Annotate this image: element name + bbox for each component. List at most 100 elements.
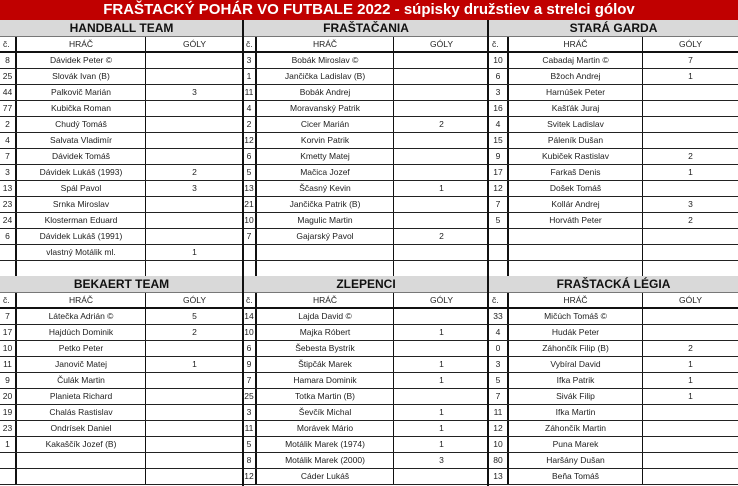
table-row: 11 Ifka Martin	[489, 405, 738, 421]
column-header-row: č. HRÁČ GÓLY	[489, 293, 738, 309]
player-name: Gajarský Pavol	[257, 229, 394, 244]
player-goals: 1	[439, 359, 444, 369]
player-number: 33	[489, 309, 509, 324]
player-number: 6	[243, 341, 257, 356]
player-number	[243, 245, 257, 260]
column-header-row: č. HRÁČ GÓLY	[243, 37, 489, 53]
player-name	[257, 261, 394, 276]
table-row: 11 Bobák Andrej	[243, 85, 489, 101]
player-goals: 1	[688, 391, 693, 401]
table-row: 3 Vybíral David 1	[489, 357, 738, 373]
player-goals	[643, 437, 738, 452]
header-player-number: č.	[0, 37, 17, 51]
player-name	[17, 261, 146, 276]
player-goals	[394, 197, 489, 212]
player-goals	[394, 149, 489, 164]
table-row: 17 Farkaš Denis 1	[489, 165, 738, 181]
player-number: 0	[489, 341, 509, 356]
player-goals: 1	[688, 359, 693, 369]
player-name: Svitek Ladislav	[509, 117, 643, 132]
player-goals: 1	[688, 167, 693, 177]
player-name: Jančička Patrik (B)	[257, 197, 394, 212]
player-goals	[643, 261, 738, 276]
player-number: 12	[489, 181, 509, 196]
header-player-name: HRÁČ	[509, 37, 643, 51]
player-goals: 2	[439, 119, 444, 129]
player-number: 23	[0, 197, 17, 212]
player-number: 14	[243, 309, 257, 324]
player-goals	[146, 453, 243, 468]
section-divider	[487, 20, 489, 486]
player-name: Cicer Marián	[257, 117, 394, 132]
player-goals	[146, 261, 243, 276]
table-row: 8 Motálik Marek (2000) 3	[243, 453, 489, 469]
table-row: 7 Dávidek Tomáš	[0, 149, 243, 165]
table-row: 11 Morávek Mário 1	[243, 421, 489, 437]
player-goals	[643, 469, 738, 484]
player-number: 11	[243, 421, 257, 436]
player-number: 4	[489, 117, 509, 132]
player-goals	[643, 325, 738, 340]
player-goals	[146, 213, 243, 228]
player-name: Farkaš Denis	[509, 165, 643, 180]
player-number: 9	[489, 149, 509, 164]
player-name: Beňa Tomáš	[509, 469, 643, 484]
player-name: Hamara Dominik	[257, 373, 394, 388]
table-row: 3 Bobák Miroslav ©	[243, 53, 489, 69]
player-goals: 1	[192, 247, 197, 257]
player-name	[509, 245, 643, 260]
player-goals	[146, 421, 243, 436]
player-goals	[643, 245, 738, 260]
player-name: Slovák Ivan (B)	[17, 69, 146, 84]
table-row: 1 Jančička Ladislav (B)	[243, 69, 489, 85]
table-row: 24 Klosterman Eduard	[0, 213, 243, 229]
player-number: 2	[243, 117, 257, 132]
player-name: Planieta Richard	[17, 389, 146, 404]
player-name: Harnúšek Peter	[509, 85, 643, 100]
player-goals	[643, 453, 738, 468]
player-number: 7	[243, 373, 257, 388]
player-goals	[146, 341, 243, 356]
page-title: FRAŠTACKÝ POHÁR VO FUTBALE 2022 - súpisk…	[0, 0, 738, 20]
player-number	[489, 229, 509, 244]
player-name: Došek Tomáš	[509, 181, 643, 196]
player-name: Ščasný Kevin	[257, 181, 394, 196]
header-player-goals: GÓLY	[183, 39, 206, 49]
player-number	[489, 245, 509, 260]
player-number	[0, 453, 17, 468]
table-row: 9 Čulák Martin	[0, 373, 243, 389]
player-number: 5	[243, 437, 257, 452]
player-goals: 3	[688, 199, 693, 209]
table-row: 25 Totka Martin (B)	[243, 389, 489, 405]
player-name: Ondrísek Daniel	[17, 421, 146, 436]
player-name: Záhončík Martin	[509, 421, 643, 436]
table-row: 25 Slovák Ivan (B)	[0, 69, 243, 85]
header-player-goals: GÓLY	[183, 295, 206, 305]
table-row: 20 Planieta Richard	[0, 389, 243, 405]
table-row: 15 Páleník Dušan	[489, 133, 738, 149]
player-name: Puna Marek	[509, 437, 643, 452]
player-number: 7	[489, 389, 509, 404]
player-number: 8	[0, 53, 17, 68]
player-number: 7	[0, 309, 17, 324]
player-name: vlastný Motálik ml.	[17, 245, 146, 260]
player-number: 5	[243, 165, 257, 180]
player-name: Palkovič Marián	[17, 85, 146, 100]
header-player-number: č.	[243, 293, 257, 307]
table-row: 4 Svitek Ladislav	[489, 117, 738, 133]
player-number: 4	[489, 325, 509, 340]
player-number: 11	[0, 357, 17, 372]
player-name: Páleník Dušan	[509, 133, 643, 148]
header-player-goals: GÓLY	[679, 295, 702, 305]
table-row	[0, 469, 243, 485]
player-name: Chudý Tomáš	[17, 117, 146, 132]
player-number: 8	[243, 453, 257, 468]
player-number	[0, 245, 17, 260]
player-goals: 1	[688, 375, 693, 385]
player-goals: 1	[439, 423, 444, 433]
player-number: 3	[0, 165, 17, 180]
table-row: 2 Chudý Tomáš	[0, 117, 243, 133]
table-row: 5 Motálik Marek (1974) 1	[243, 437, 489, 453]
player-number: 11	[489, 405, 509, 420]
player-name: Spál Pavol	[17, 181, 146, 196]
